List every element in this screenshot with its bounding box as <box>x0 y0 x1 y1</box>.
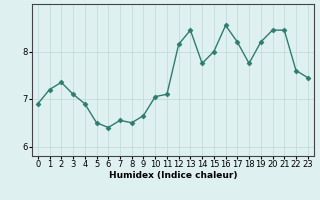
X-axis label: Humidex (Indice chaleur): Humidex (Indice chaleur) <box>108 171 237 180</box>
